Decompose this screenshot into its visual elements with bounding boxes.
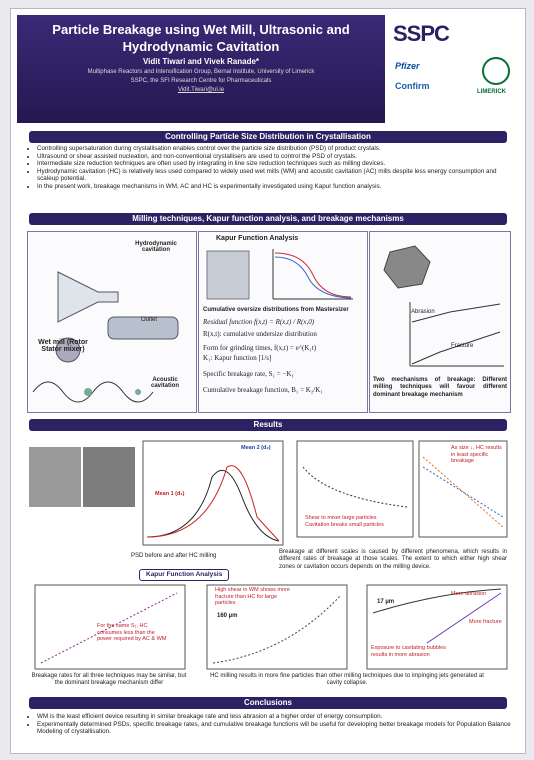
logo-limerick: LIMERICK [477, 89, 506, 95]
figure-label: Exposure to cavitating bubbles results i… [371, 645, 451, 658]
device-label: Wet mill (Rotor Stator mixer) [33, 339, 93, 353]
kapur-line: Specific breakage rate, S₁ = −K₁ [203, 371, 363, 378]
bullet: Hydrodynamic cavitation (HC) is relative… [37, 168, 519, 183]
figure-label: Shear to mixer large particles Cavitatio… [305, 515, 395, 528]
conclusion-list: WM is the least efficient device resulti… [27, 713, 519, 736]
caption: Breakage rates for all three techniques … [29, 673, 189, 688]
kapur-line: Cumulative breakage function, B₁ = K₂/K₁ [203, 387, 363, 394]
device-label: Hydrodynamic cavitation [123, 241, 189, 253]
figure-label: Mean 1 (d₁) [155, 491, 184, 498]
figure-label: More abrasion [451, 591, 486, 598]
mechanism-label: Fracture [451, 343, 473, 350]
affiliation: Multiphase Reactors and Intensification … [25, 69, 377, 75]
logo-icon [481, 55, 511, 87]
logo-sspc: SSPC [393, 21, 449, 47]
kapur-line: Cumulative oversize distributions from M… [203, 307, 363, 314]
kapur-line: K₁: Kapur function [1/s] [203, 355, 363, 362]
authors: Vidit Tiwari and Vivek Ranade* [25, 57, 377, 66]
figure-label: High shear in WM shows more fracture tha… [215, 587, 295, 607]
bullet: Controlling supersaturation during cryst… [37, 145, 519, 153]
figure-label: As size ↓, HC results in least specific … [451, 445, 505, 465]
bullet: Intermediate size reduction techniques a… [37, 160, 519, 168]
section-header: Controlling Particle Size Distribution i… [29, 131, 507, 143]
section-header: Results [29, 419, 507, 431]
affiliation: SSPC, the SFI Research Centre for Pharma… [25, 78, 377, 84]
kapur-figure [203, 245, 361, 305]
figure-label: For the same S₁, HC consumes less than t… [97, 623, 167, 643]
bullet: In the present work, breakage mechanisms… [37, 183, 519, 191]
bullet: Ultrasound or shear assisted nucleation,… [37, 153, 519, 161]
figure-label: 160 µm [217, 613, 237, 620]
kapur-line: Form for grinding times, f(x,t) = e^(K₁t… [203, 345, 363, 352]
section-header: Milling techniques, Kapur function analy… [29, 213, 507, 225]
figure-label: 17 µm [377, 599, 394, 606]
kapur-line: R(x,t): cumulative undersize distributio… [203, 331, 363, 338]
figure-label: More fracture [469, 619, 502, 626]
mechanism-caption: Two mechanisms of breakage: Different mi… [373, 377, 507, 399]
logo-pfizer: Pfizer [395, 61, 420, 71]
kapur-line: Residual function f(x,t) = R(x,t) / R(x,… [203, 319, 363, 326]
poster: Particle Breakage using Wet Mill, Ultras… [10, 8, 526, 754]
bullet: WM is the least efficient device resulti… [37, 713, 519, 721]
panel-title: Kapur Function Analysis [216, 235, 298, 242]
bullet: Experimentally determined PSDs, specific… [37, 721, 519, 736]
figure-label: Mean 2 (d₂) [241, 445, 271, 451]
caption: PSD before and after HC milling [131, 553, 216, 560]
subsection-header: Kapur Function Analysis [139, 569, 229, 581]
device-label: Outlet [141, 317, 157, 324]
caption: HC milling results in more fine particle… [207, 673, 487, 688]
intro-list: Controlling supersaturation during cryst… [27, 145, 519, 191]
mechanism-label: Abrasion [411, 309, 435, 316]
logo-confirm: Confirm [395, 81, 430, 91]
caption: Breakage at different scales is caused b… [279, 549, 507, 571]
title: Particle Breakage using Wet Mill, Ultras… [25, 21, 377, 55]
email: Vidit.Tiwari@ul.ie [25, 87, 377, 93]
mechanism-figure [370, 232, 508, 372]
device-label: Acoustic cavitation [139, 377, 191, 389]
section-header: Conclusions [29, 697, 507, 709]
results-figures [27, 437, 509, 551]
